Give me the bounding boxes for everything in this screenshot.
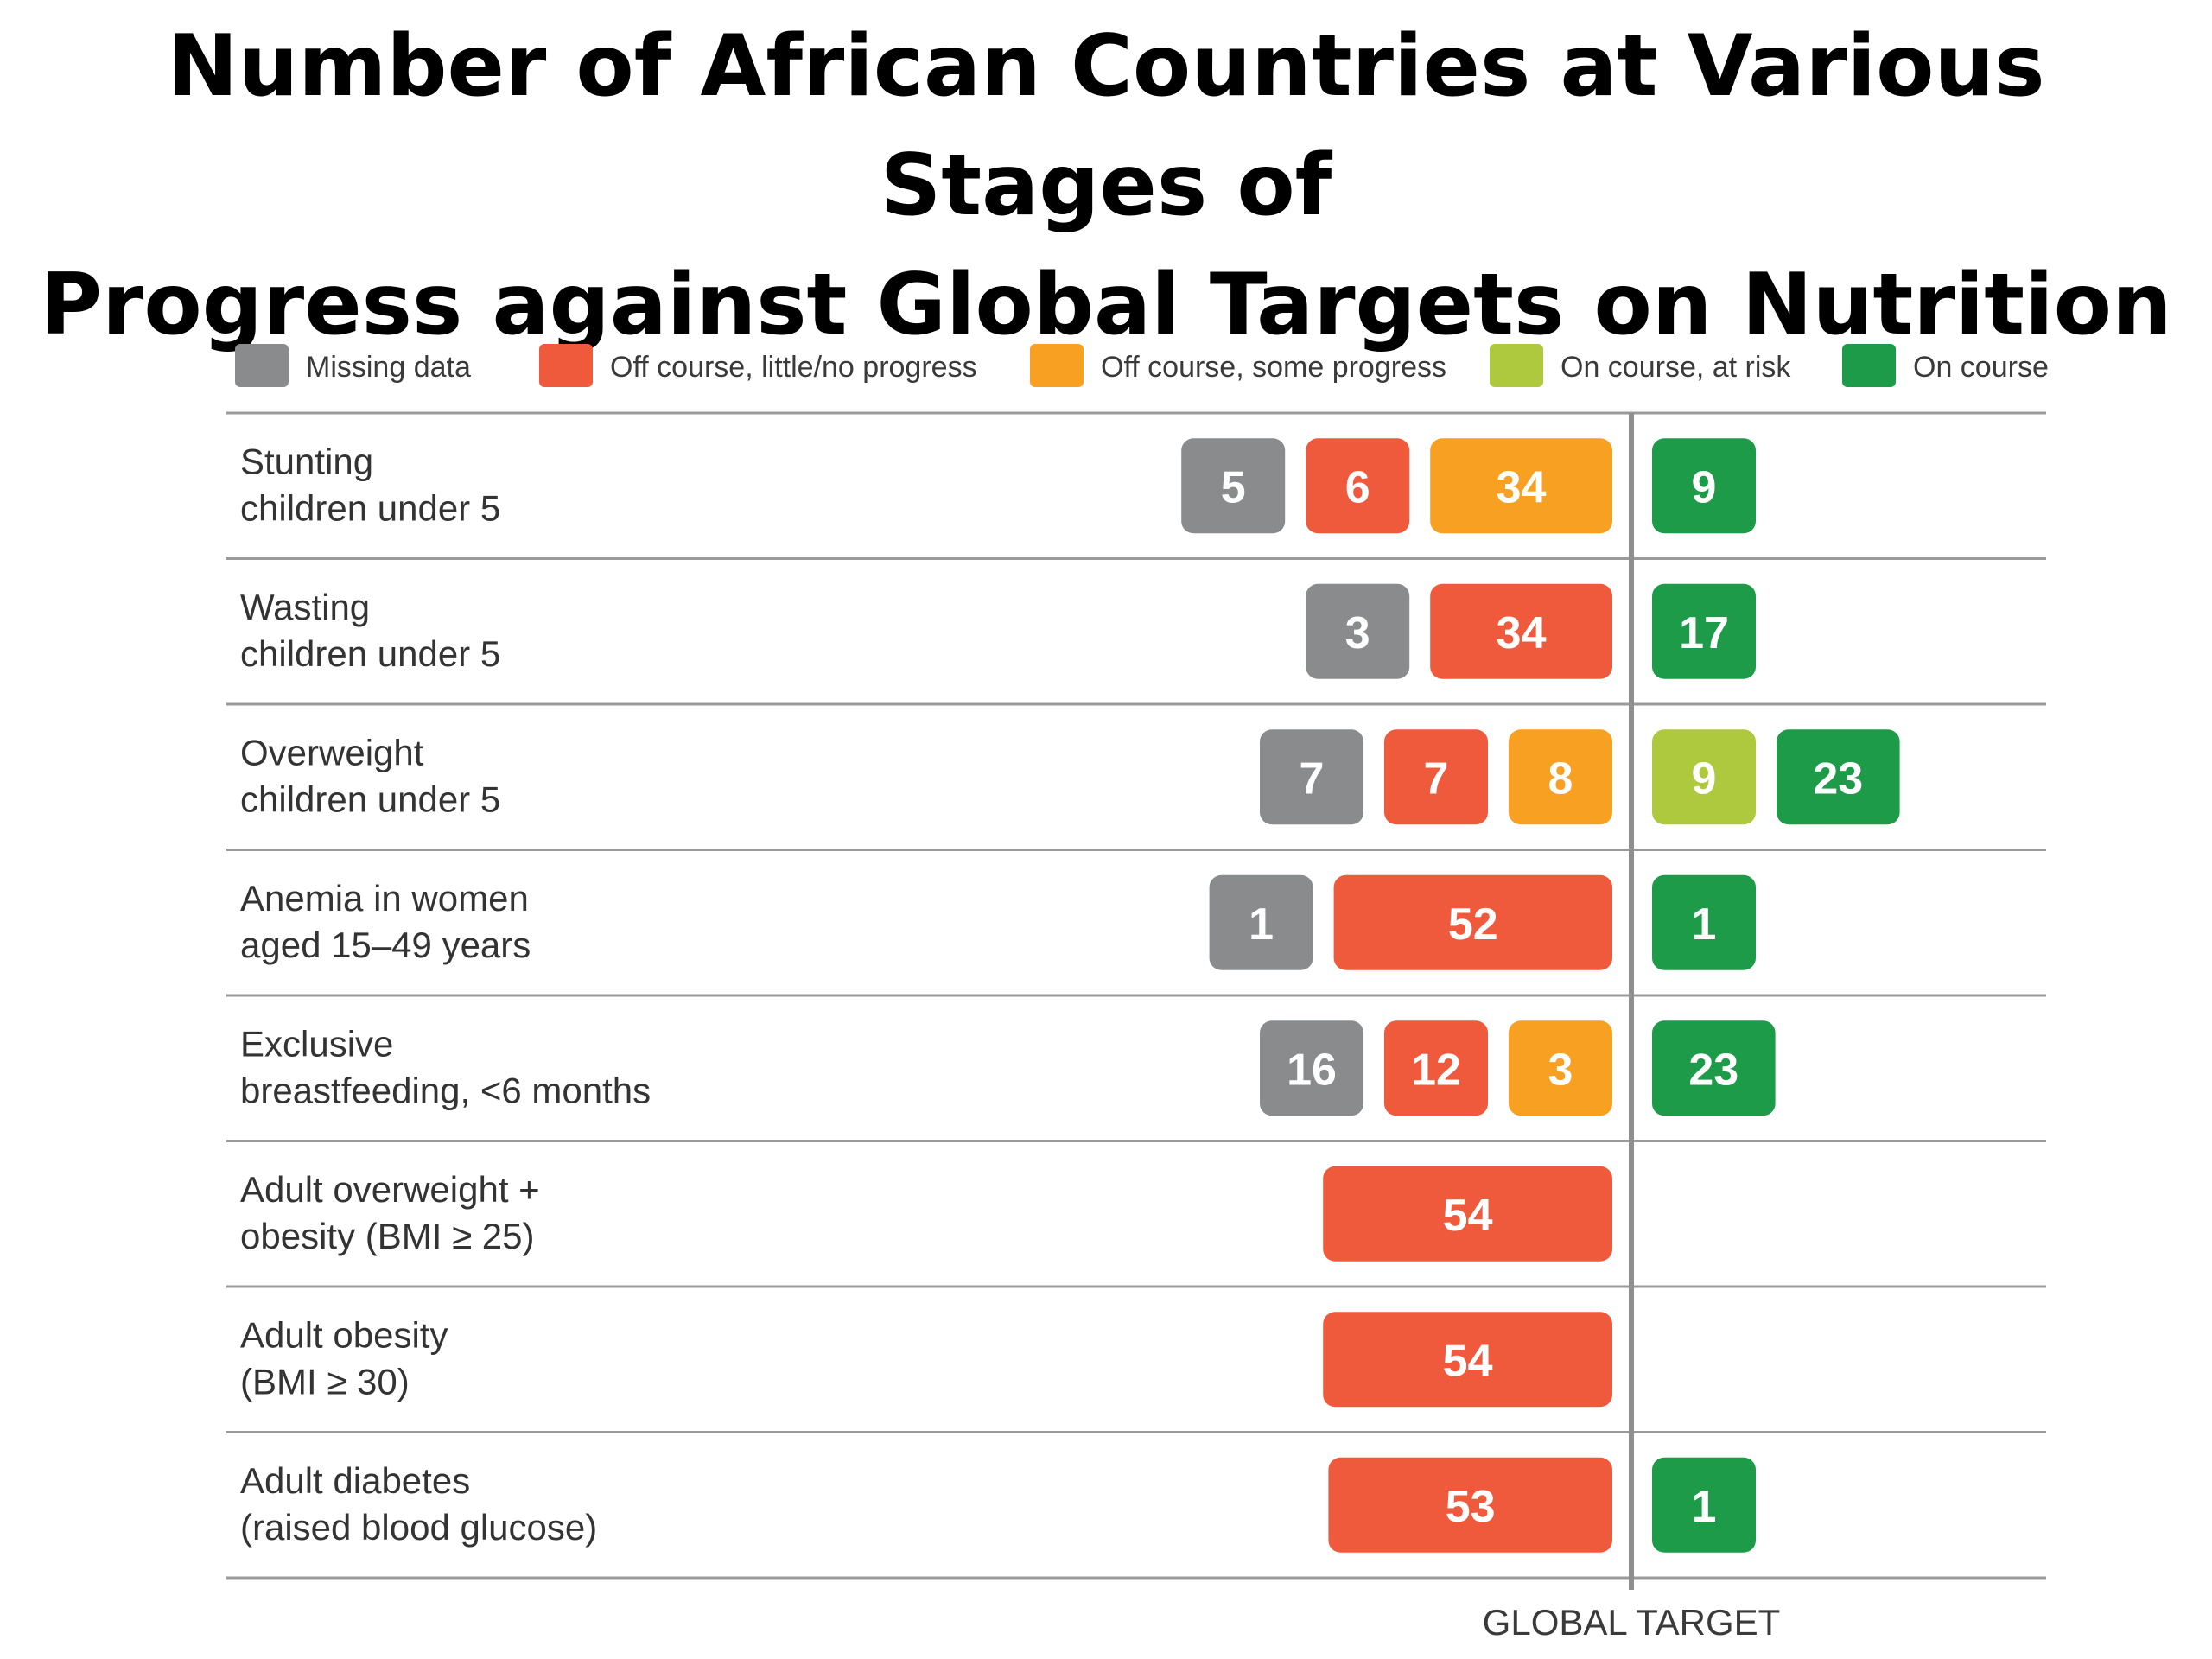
data-label: 34 [1497, 462, 1547, 512]
data-label: 6 [1345, 462, 1370, 512]
category-label: obesity (BMI ≥ 25) [240, 1216, 535, 1256]
bar-on-course [1652, 438, 1756, 534]
legend-swatch-on-course [1842, 344, 1896, 387]
category-label: Exclusive [240, 1023, 393, 1064]
category-label: Adult obesity [240, 1314, 448, 1355]
bar-off-course-little-no-progress [1323, 1312, 1612, 1408]
bar-missing-data [1260, 729, 1363, 825]
category-label: (raised blood glucose) [240, 1507, 597, 1548]
bar-on-course [1652, 1020, 1776, 1116]
data-label: 53 [1446, 1482, 1496, 1532]
legend-label-off-course-little-no-progress: Off course, little/no progress [610, 351, 977, 384]
category-label: Wasting [240, 587, 370, 627]
data-label: 9 [1692, 462, 1717, 512]
data-label: 1 [1692, 1482, 1717, 1532]
bar-off-course-little-no-progress [1328, 1457, 1612, 1553]
category-label: children under 5 [240, 633, 500, 674]
legend-label-missing-data: Missing data [306, 351, 471, 384]
legend-label-on-course: On course [1913, 351, 2049, 384]
data-label: 1 [1249, 899, 1274, 950]
data-label: 52 [1448, 899, 1498, 950]
data-label: 17 [1679, 608, 1729, 658]
bar-missing-data [1260, 1020, 1363, 1116]
data-label: 7 [1424, 753, 1449, 804]
data-label: 54 [1443, 1336, 1493, 1386]
bar-off-course-little-no-progress [1306, 438, 1410, 534]
bar-on-course [1652, 874, 1756, 970]
data-label: 3 [1345, 608, 1370, 658]
category-label: children under 5 [240, 487, 500, 528]
category-label: aged 15–49 years [240, 925, 531, 965]
bar-on-course [1777, 729, 1900, 825]
category-label: children under 5 [240, 779, 500, 819]
bar-off-course-little-no-progress [1323, 1166, 1612, 1262]
bar-off-course-some-progress [1430, 438, 1612, 534]
bar-missing-data [1209, 874, 1313, 970]
data-label: 5 [1221, 462, 1246, 512]
category-label: Anemia in women [240, 878, 529, 918]
bar-on-course [1652, 1457, 1756, 1553]
category-label: Adult overweight + [240, 1169, 540, 1210]
global-target-label: GLOBAL TARGET [1483, 1602, 1781, 1643]
category-label: Overweight [240, 732, 424, 772]
data-label: 12 [1411, 1045, 1461, 1095]
data-label: 23 [1688, 1045, 1738, 1095]
bar-off-course-little-no-progress [1384, 1020, 1488, 1116]
bar-on-course [1652, 583, 1756, 679]
data-label: 54 [1443, 1191, 1493, 1241]
data-label: 34 [1497, 608, 1547, 658]
legend-swatch-off-course-some-progress [1030, 344, 1084, 387]
legend-label-on-course-at-risk: On course, at risk [1560, 351, 1791, 384]
bar-off-course-little-no-progress [1333, 874, 1612, 970]
data-label: 1 [1692, 899, 1717, 950]
title-line-2: Progress against Global Targets on Nutri… [40, 256, 2172, 354]
legend-swatch-on-course-at-risk [1490, 344, 1543, 387]
category-label: Adult diabetes [240, 1460, 470, 1501]
legend-swatch-off-course-little-no-progress [539, 344, 593, 387]
legend-swatch-missing-data [235, 344, 289, 387]
category-label: breastfeeding, <6 months [240, 1070, 651, 1110]
category-label: (BMI ≥ 30) [240, 1361, 410, 1402]
title-line-1: Number of African Countries at Various S… [167, 17, 2045, 235]
data-label: 23 [1813, 753, 1863, 804]
category-label: Stunting [240, 441, 373, 481]
bar-off-course-little-no-progress [1384, 729, 1488, 825]
data-label: 16 [1287, 1045, 1337, 1095]
bar-off-course-little-no-progress [1430, 583, 1612, 679]
data-label: 7 [1300, 753, 1325, 804]
bar-off-course-some-progress [1509, 1020, 1612, 1116]
bar-off-course-some-progress [1509, 729, 1612, 825]
data-label: 8 [1548, 753, 1573, 804]
legend-label-off-course-some-progress: Off course, some progress [1101, 351, 1446, 384]
data-label: 9 [1692, 753, 1717, 804]
bar-missing-data [1306, 583, 1410, 679]
data-label: 3 [1548, 1045, 1573, 1095]
chart-title: Number of African Countries at Various S… [0, 7, 2212, 365]
bar-on-course-at-risk [1652, 729, 1756, 825]
bar-missing-data [1181, 438, 1286, 534]
